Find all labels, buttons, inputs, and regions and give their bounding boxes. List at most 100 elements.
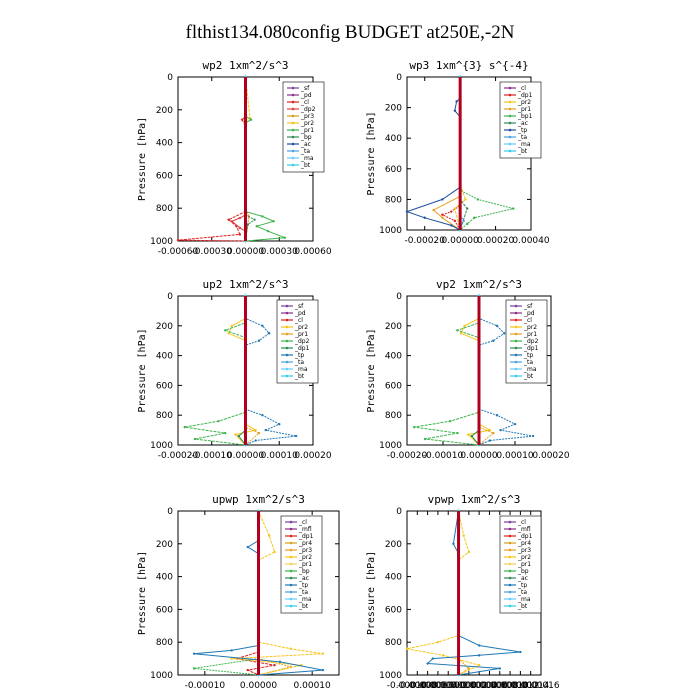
legend-marker — [514, 304, 518, 308]
series-point — [492, 431, 495, 435]
series-point — [473, 216, 476, 219]
x-tick-label: -0.00030 — [192, 247, 233, 257]
y-tick-label: 200 — [385, 104, 402, 114]
legend-entry: _ma — [523, 366, 537, 373]
series-point — [246, 223, 249, 226]
series-point — [273, 663, 276, 667]
legend-entry: _pr1 — [298, 561, 312, 568]
panel-title-3: up2 1xm^2/s^3 — [202, 278, 288, 291]
series-point — [441, 216, 444, 219]
series-point — [255, 225, 258, 228]
legend-marker — [289, 520, 293, 524]
legend-marker — [514, 325, 518, 329]
legend-entry: _tp — [294, 352, 304, 359]
legend-entry: _ac — [517, 575, 528, 582]
legend-entry: _cl — [517, 85, 526, 92]
legend-entry: _ta — [517, 134, 527, 141]
series-point — [294, 434, 298, 438]
legend-entry: _tp — [517, 127, 527, 134]
series-point — [488, 439, 491, 442]
legend-entry: _bp1 — [517, 113, 533, 120]
series-point — [278, 422, 281, 426]
legend-marker — [285, 311, 289, 315]
series-point — [193, 437, 197, 441]
series-point — [495, 414, 499, 417]
legend-marker — [291, 156, 295, 160]
x-tick-label: 0.00010 — [261, 451, 298, 461]
legend-marker — [289, 569, 293, 573]
legend-marker — [508, 569, 512, 573]
series-point — [431, 657, 434, 660]
series-line-pr1 — [478, 296, 495, 446]
series-point — [217, 419, 220, 423]
legend-marker — [508, 142, 512, 146]
series-point — [249, 118, 253, 121]
legend-entry: _dp1 — [517, 533, 533, 540]
legend-marker — [291, 93, 295, 97]
legend-entry: _sf — [523, 303, 533, 310]
series-point — [441, 213, 444, 216]
y-tick-label: 0 — [167, 507, 173, 517]
x-tick-label: 0.00000 — [227, 247, 264, 257]
series-point — [238, 226, 242, 230]
legend-marker — [508, 604, 512, 608]
series-line-pr1 — [245, 296, 260, 446]
y-axis-label-5: Pressure [hPa] — [137, 551, 148, 635]
legend-entry: _ta — [517, 589, 527, 596]
series-point — [432, 208, 435, 212]
series-point — [450, 210, 453, 213]
series-point — [492, 339, 495, 342]
legend-entry: _sf — [300, 85, 310, 92]
y-tick-label: 800 — [385, 195, 402, 205]
series-point — [413, 425, 416, 429]
legend-entry: _ma — [517, 596, 531, 603]
series-point — [278, 660, 282, 664]
legend-entry: _dp2 — [523, 338, 539, 345]
series-line-pr1 — [432, 77, 461, 231]
series-point — [261, 324, 264, 327]
legend-entry: _mfl — [298, 526, 312, 533]
series-line-ta — [459, 77, 465, 231]
legend-marker — [291, 142, 295, 146]
legend-marker — [289, 548, 293, 552]
series-line-pr2 — [231, 510, 323, 676]
series-line-pr2 — [460, 296, 492, 446]
series-point — [321, 652, 325, 655]
x-tick-label: 0.00002 — [450, 681, 487, 691]
x-tick-label: 0.00060 — [294, 247, 331, 257]
legend-marker — [514, 318, 518, 322]
series-point — [405, 647, 409, 650]
legend-marker — [285, 346, 289, 350]
x-tick-label: 0.00040 — [512, 236, 549, 246]
legend-marker — [289, 555, 293, 559]
legend-entry: _pr1 — [300, 127, 314, 134]
legend-entry: _dp2 — [300, 106, 316, 113]
legend-marker — [289, 541, 293, 545]
legend-entry: _pr2 — [298, 554, 312, 561]
series-line-cl — [177, 77, 246, 242]
legend-entry: _ac — [517, 120, 528, 127]
x-tick-label: 0.00006 — [471, 681, 508, 691]
series-point — [499, 428, 502, 432]
series-point — [453, 109, 457, 112]
legend-entry: _bt — [517, 148, 528, 155]
x-tick-label: -0.00006 — [407, 681, 448, 691]
series-point — [261, 215, 264, 218]
x-tick-label: -0.00002 — [428, 681, 468, 691]
series-point — [264, 428, 267, 432]
x-tick-label: -0.00010 — [185, 681, 226, 691]
x-tick-label: -0.00010 — [192, 451, 233, 461]
legend-entry: _pd — [523, 310, 535, 317]
panel-title-1: wp2 1xm^2/s^3 — [202, 59, 288, 72]
series-point — [272, 220, 275, 223]
series-line-dp2 — [184, 296, 246, 446]
x-tick-label: 0.00030 — [261, 247, 298, 257]
series-point — [441, 654, 445, 657]
series-point — [459, 332, 463, 335]
x-tick-label: -0.00020 — [158, 451, 199, 461]
y-tick-label: 200 — [156, 322, 173, 332]
series-point — [467, 433, 470, 436]
y-tick-label: 600 — [385, 381, 402, 391]
legend-marker — [289, 590, 293, 594]
